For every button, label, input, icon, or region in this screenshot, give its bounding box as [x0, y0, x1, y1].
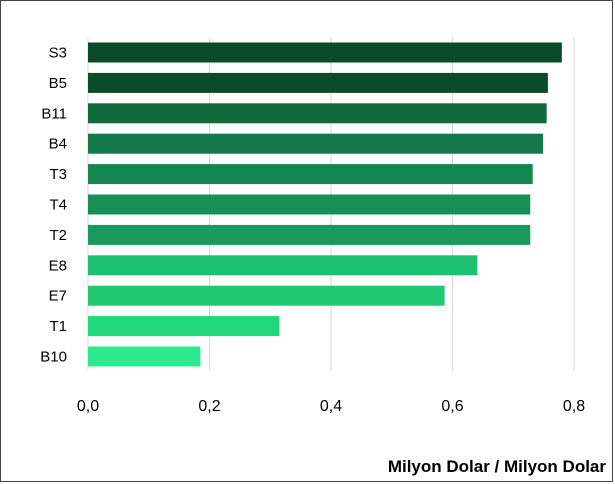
bar-e7 — [88, 285, 445, 306]
category-label: S3 — [49, 45, 67, 62]
category-label: B5 — [49, 75, 67, 92]
bar-b5 — [88, 72, 548, 93]
category-label: T2 — [49, 227, 67, 244]
category-label: B11 — [41, 105, 67, 122]
x-tick-labels: 0,0 0,2 0,4 0,6 0,8 — [77, 398, 585, 415]
category-label: B10 — [40, 349, 67, 366]
category-label: E7 — [49, 288, 67, 305]
bar-t1 — [88, 316, 280, 337]
bar-s3 — [88, 42, 562, 63]
category-labels: S3 B5 B11 B4 T3 T4 T2 E8 E7 T1 B10 — [40, 45, 67, 366]
bars — [88, 42, 562, 367]
x-tick-label: 0,8 — [563, 398, 585, 415]
x-tick-label: 0,6 — [441, 398, 463, 415]
category-label: B4 — [49, 136, 67, 153]
bar-b4 — [88, 133, 544, 154]
x-tick-label: 0,2 — [198, 398, 220, 415]
bar-b10 — [88, 346, 201, 367]
x-tick-label: 0,0 — [77, 398, 99, 415]
bar-b11 — [88, 103, 547, 124]
x-axis-title: Milyon Dolar / Milyon Dolar — [387, 457, 606, 476]
bar-t2 — [88, 224, 531, 245]
bar-e8 — [88, 255, 478, 276]
x-tick-label: 0,4 — [320, 398, 342, 415]
category-label: E8 — [49, 257, 67, 274]
category-label: T1 — [49, 318, 67, 335]
category-label: T4 — [49, 197, 67, 214]
bar-t4 — [88, 194, 531, 215]
bar-t3 — [88, 164, 533, 185]
category-label: T3 — [49, 166, 67, 183]
